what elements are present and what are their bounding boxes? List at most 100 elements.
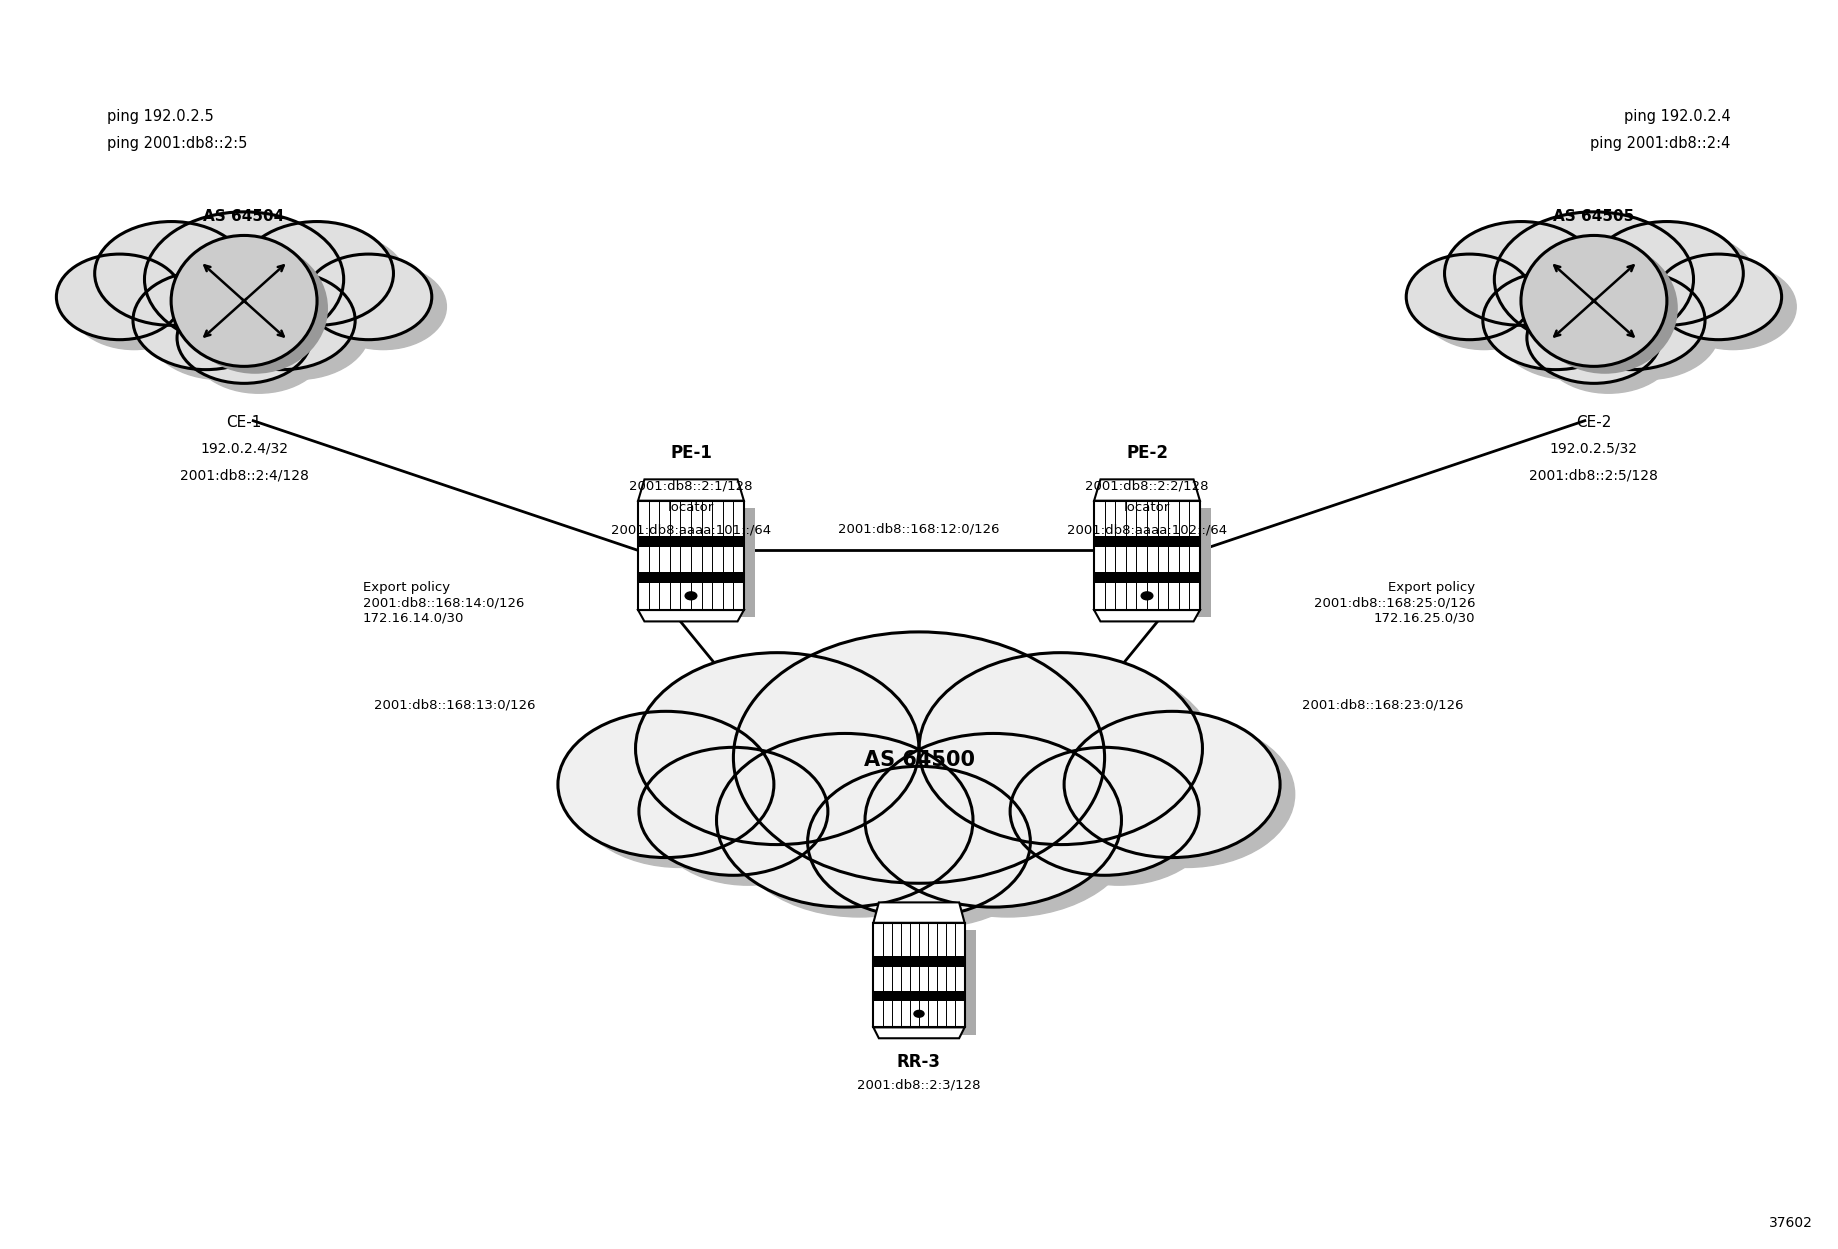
Text: AS 64504: AS 64504 (204, 210, 285, 225)
Circle shape (57, 254, 182, 340)
FancyBboxPatch shape (1094, 536, 1200, 547)
Circle shape (1421, 264, 1548, 350)
Circle shape (1590, 221, 1742, 325)
Text: AS 64505: AS 64505 (1553, 210, 1634, 225)
Ellipse shape (171, 236, 316, 366)
Text: RR-3: RR-3 (897, 1053, 941, 1072)
FancyBboxPatch shape (638, 501, 744, 610)
Text: ping 2001:db8::2:5: ping 2001:db8::2:5 (107, 136, 248, 151)
Circle shape (686, 592, 697, 600)
Circle shape (717, 733, 972, 907)
Circle shape (241, 221, 393, 325)
Text: ping 2001:db8::2:4: ping 2001:db8::2:4 (1590, 136, 1731, 151)
Circle shape (255, 231, 408, 335)
Circle shape (1064, 712, 1279, 858)
Circle shape (1527, 292, 1662, 383)
Circle shape (176, 292, 311, 383)
Text: 2001:db8::2:1/128: 2001:db8::2:1/128 (629, 480, 754, 492)
Circle shape (96, 221, 248, 325)
Ellipse shape (1522, 236, 1667, 366)
Circle shape (1079, 721, 1294, 868)
Text: 2001:db8:aaaa:102::/64: 2001:db8:aaaa:102::/64 (1066, 523, 1228, 537)
Circle shape (1026, 757, 1213, 886)
Circle shape (1509, 222, 1708, 357)
Text: 2001:db8:aaaa:101::/64: 2001:db8:aaaa:101::/64 (610, 523, 772, 537)
Text: ping 192.0.2.4: ping 192.0.2.4 (1625, 109, 1731, 125)
FancyBboxPatch shape (884, 931, 976, 1035)
Circle shape (919, 653, 1202, 844)
Circle shape (145, 212, 344, 347)
Ellipse shape (1531, 242, 1678, 373)
Circle shape (1494, 212, 1693, 347)
Text: CE-2: CE-2 (1577, 415, 1612, 430)
Text: AS 64500: AS 64500 (864, 751, 974, 771)
FancyBboxPatch shape (1094, 572, 1200, 583)
Circle shape (654, 757, 842, 886)
FancyBboxPatch shape (638, 536, 744, 547)
Text: 2001:db8::2:5/128: 2001:db8::2:5/128 (1529, 468, 1658, 483)
Circle shape (748, 642, 1119, 893)
Text: 2001:db8::2:2/128: 2001:db8::2:2/128 (1084, 480, 1209, 492)
Circle shape (210, 271, 355, 370)
Circle shape (1483, 271, 1628, 370)
Circle shape (1542, 302, 1676, 393)
FancyBboxPatch shape (1094, 501, 1200, 610)
Circle shape (1141, 592, 1152, 600)
Polygon shape (1094, 610, 1200, 622)
Text: Export policy
2001:db8::168:25:0/126
172.16.25.0/30: Export policy 2001:db8::168:25:0/126 172… (1314, 581, 1476, 624)
Text: PE-2: PE-2 (1127, 443, 1167, 462)
Circle shape (72, 264, 197, 350)
Text: 2001:db8::168:12:0/126: 2001:db8::168:12:0/126 (838, 522, 1000, 536)
Circle shape (108, 231, 263, 335)
Text: 2001:db8::2:4/128: 2001:db8::2:4/128 (180, 468, 309, 483)
Circle shape (160, 222, 358, 357)
Circle shape (147, 281, 292, 380)
Circle shape (1669, 264, 1796, 350)
Text: 37602: 37602 (1768, 1215, 1812, 1230)
Circle shape (320, 264, 447, 350)
Text: locator: locator (667, 501, 715, 515)
Circle shape (640, 747, 827, 876)
Circle shape (1498, 281, 1643, 380)
Text: 192.0.2.5/32: 192.0.2.5/32 (1549, 442, 1638, 456)
FancyBboxPatch shape (649, 508, 755, 617)
Circle shape (1445, 221, 1597, 325)
Ellipse shape (182, 242, 327, 373)
Circle shape (1459, 231, 1612, 335)
Text: 192.0.2.4/32: 192.0.2.4/32 (200, 442, 289, 456)
Polygon shape (638, 480, 744, 501)
Circle shape (132, 271, 279, 370)
Circle shape (934, 662, 1217, 854)
Circle shape (807, 767, 1031, 917)
Text: PE-1: PE-1 (671, 443, 711, 462)
Text: 2001:db8::168:23:0/126: 2001:db8::168:23:0/126 (1301, 698, 1463, 711)
Circle shape (732, 743, 987, 917)
FancyBboxPatch shape (873, 957, 965, 967)
Text: ping 192.0.2.5: ping 192.0.2.5 (107, 109, 213, 125)
Circle shape (636, 653, 919, 844)
Circle shape (1559, 271, 1706, 370)
Circle shape (224, 281, 369, 380)
Text: Export policy
2001:db8::168:14:0/126
172.16.14.0/30: Export policy 2001:db8::168:14:0/126 172… (362, 581, 524, 624)
Text: CE-1: CE-1 (226, 415, 261, 430)
Circle shape (1011, 747, 1198, 876)
Circle shape (733, 632, 1105, 883)
FancyBboxPatch shape (1105, 508, 1211, 617)
Circle shape (559, 712, 774, 858)
Text: 2001:db8::2:3/128: 2001:db8::2:3/128 (857, 1078, 981, 1092)
Polygon shape (638, 610, 744, 622)
Circle shape (866, 733, 1121, 907)
FancyBboxPatch shape (873, 923, 965, 1028)
Circle shape (880, 743, 1136, 917)
Circle shape (651, 662, 934, 854)
Text: locator: locator (1123, 501, 1171, 515)
Circle shape (1573, 281, 1720, 380)
FancyBboxPatch shape (638, 572, 744, 583)
Circle shape (305, 254, 432, 340)
Circle shape (191, 302, 325, 393)
Polygon shape (873, 902, 965, 923)
Circle shape (822, 776, 1046, 927)
Text: 2001:db8::168:13:0/126: 2001:db8::168:13:0/126 (375, 698, 537, 711)
Circle shape (1605, 231, 1757, 335)
Circle shape (572, 721, 789, 868)
